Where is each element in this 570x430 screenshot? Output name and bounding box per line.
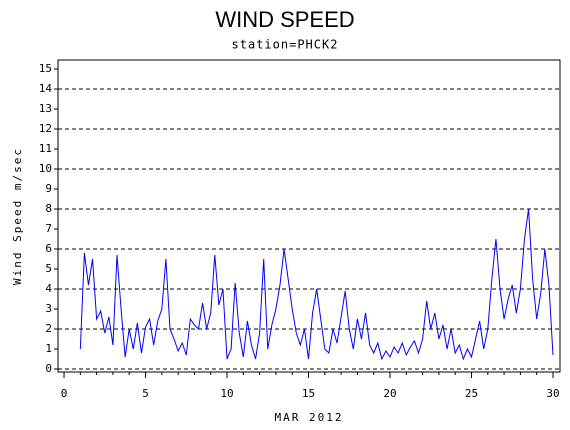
chart-subtitle: station=PHCK2 [232, 38, 339, 52]
y-tick-label: 10 [39, 162, 52, 175]
x-tick-label: 0 [61, 387, 68, 400]
x-tick-label: 5 [142, 387, 149, 400]
y-tick-label: 14 [39, 82, 53, 95]
y-tick-label: 6 [45, 242, 52, 255]
x-axis-label: MAR 2012 [275, 411, 344, 424]
y-tick-label: 4 [45, 282, 52, 295]
y-tick-label: 0 [45, 362, 52, 375]
y-tick-label: 15 [39, 62, 52, 75]
x-tick-label: 30 [546, 387, 559, 400]
data-line [79, 208, 554, 361]
x-tick-label: 10 [220, 387, 233, 400]
y-tick-label: 13 [39, 102, 52, 115]
y-tick-label: 9 [45, 182, 52, 195]
y-tick-label: 7 [45, 222, 52, 235]
y-tick-label: 11 [39, 142, 52, 155]
plot-frame [57, 59, 561, 373]
y-axis-label: Wind Speed m/sec [11, 147, 24, 285]
y-tick-label: 3 [45, 302, 52, 315]
y-tick-label: 8 [45, 202, 52, 215]
x-tick-label: 25 [465, 387, 478, 400]
y-tick-label: 12 [39, 122, 52, 135]
y-tick-label: 5 [45, 262, 52, 275]
y-tick-label: 1 [45, 342, 52, 355]
y-tick-label: 2 [45, 322, 52, 335]
chart-title: WIND SPEED [215, 7, 354, 32]
x-tick-label: 20 [383, 387, 396, 400]
x-tick-label: 15 [302, 387, 315, 400]
